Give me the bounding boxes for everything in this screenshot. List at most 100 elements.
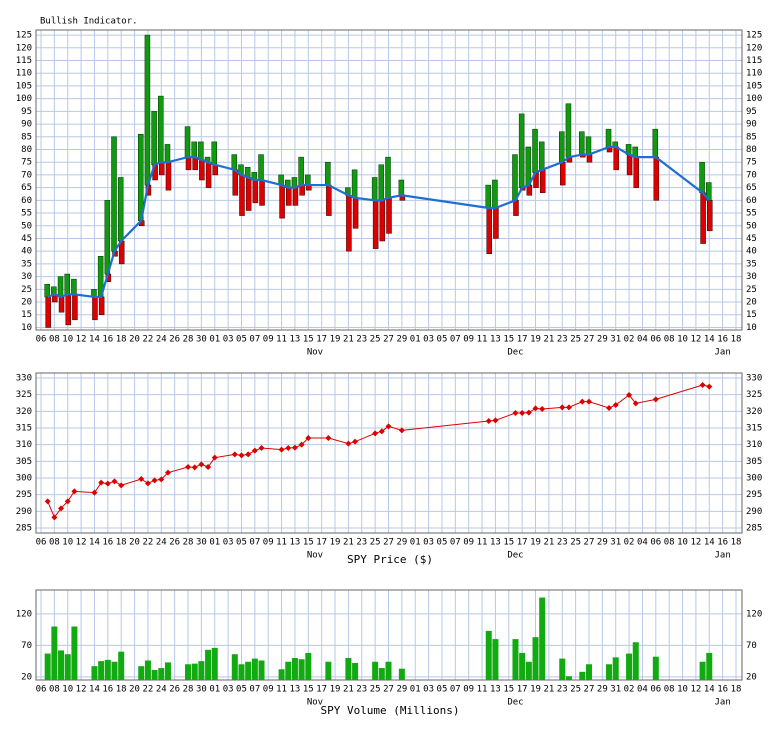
y2-tick-label: 330 [746, 374, 762, 384]
y-tick-label: 295 [16, 490, 32, 500]
bearish-bar [633, 156, 640, 188]
y-tick-label: 95 [21, 107, 32, 117]
x-tick-label: 17 [517, 685, 528, 695]
y-tick-label: 110 [16, 69, 32, 79]
y-tick-label: 30 [21, 272, 32, 282]
volume-bar [652, 656, 659, 680]
x-tick-label: 08 [664, 538, 675, 548]
x-tick-label: 04 [637, 685, 648, 695]
bearish-bar [539, 169, 546, 193]
y-tick-label: 45 [21, 234, 32, 244]
volume-bar [258, 660, 265, 680]
x-tick-label: 13 [490, 685, 501, 695]
price-marker [345, 440, 352, 447]
volume-bar [565, 676, 572, 680]
y2-tick-label: 325 [746, 390, 762, 400]
y2-tick-label: 125 [746, 31, 762, 41]
bullish-bar [605, 128, 612, 148]
x-tick-label: 13 [490, 335, 501, 345]
x-tick-label: 09 [263, 335, 274, 345]
y-tick-label: 120 [16, 43, 32, 53]
price-marker [512, 410, 519, 416]
bullish-bar [492, 179, 498, 209]
y2-tick-label: 15 [746, 310, 757, 320]
bearish-bar [98, 296, 105, 315]
volume-bar [198, 661, 205, 680]
price-marker [118, 482, 125, 489]
bearish-bar [486, 207, 492, 254]
price-marker [71, 488, 78, 495]
x-tick-label: 01 [410, 335, 421, 345]
y-tick-label: 100 [16, 94, 32, 104]
price-marker [539, 406, 546, 412]
y2-tick-label: 120 [746, 43, 762, 53]
bullish-bar [51, 286, 57, 295]
x-tick-label: 21 [543, 685, 554, 695]
price-marker [205, 464, 212, 470]
price-marker [104, 480, 111, 487]
price-marker [278, 446, 285, 453]
x-tick-label: 20 [129, 685, 140, 695]
y-tick-label: 25 [21, 285, 32, 295]
x-tick-label: 12 [76, 335, 87, 345]
price-marker [231, 451, 238, 458]
x-tick-label: 02 [624, 335, 635, 345]
volume-bar [398, 668, 405, 680]
bearish-bar [386, 197, 392, 234]
x-tick-label: 08 [49, 538, 60, 548]
bullish-bar [371, 177, 378, 201]
x-tick-label: 13 [290, 685, 301, 695]
x-tick-label: 28 [183, 335, 194, 345]
price-marker [211, 454, 218, 461]
bullish-bar [104, 200, 111, 275]
x-tick-label: 21 [343, 685, 354, 695]
price-marker [398, 427, 405, 434]
price-marker [164, 469, 171, 476]
y2-tick-label: 315 [746, 424, 762, 434]
x-tick-label: 08 [49, 685, 60, 695]
month-label: Nov [307, 551, 323, 561]
x-tick-label: 29 [597, 335, 608, 345]
bearish-bar [185, 156, 192, 171]
bearish-bar [286, 187, 292, 206]
y2-tick-label: 75 [746, 158, 757, 168]
volume-bar [251, 658, 258, 680]
volume-bar [158, 668, 165, 680]
bullish-bar [164, 144, 171, 163]
volume-bar [606, 664, 613, 680]
bullish-bar [512, 154, 518, 201]
x-tick-label: 03 [223, 335, 234, 345]
volume-bar [298, 659, 305, 680]
x-tick-label: 23 [356, 685, 367, 695]
y-tick-label: 70 [21, 641, 32, 651]
volume-bar [238, 664, 245, 680]
price-marker [385, 423, 392, 430]
volume-bar [345, 657, 352, 680]
x-tick-label: 14 [704, 538, 715, 548]
bearish-bar [586, 154, 593, 163]
x-tick-label: 12 [690, 685, 701, 695]
x-tick-label: 30 [196, 685, 207, 695]
price-marker [91, 489, 98, 496]
price-marker [532, 405, 539, 412]
bearish-bar [159, 161, 165, 176]
y-tick-label: 40 [21, 247, 32, 257]
price-marker [585, 398, 592, 405]
volume-bar [111, 661, 118, 680]
bearish-bar [245, 177, 252, 211]
volume-bar [44, 653, 51, 680]
x-tick-label: 07 [450, 685, 461, 695]
volume-bar [626, 653, 633, 680]
x-tick-label: 11 [477, 685, 488, 695]
x-tick-label: 07 [450, 335, 461, 345]
x-tick-label: 09 [263, 685, 274, 695]
x-tick-label: 01 [410, 685, 421, 695]
x-tick-label: 11 [477, 335, 488, 345]
month-label: Nov [307, 348, 323, 358]
x-tick-label: 25 [370, 685, 381, 695]
x-tick-label: 21 [343, 538, 354, 548]
bearish-bar [379, 200, 386, 242]
y2-tick-label: 60 [746, 196, 757, 206]
x-tick-label: 14 [89, 538, 100, 548]
volume-bar [64, 654, 71, 680]
